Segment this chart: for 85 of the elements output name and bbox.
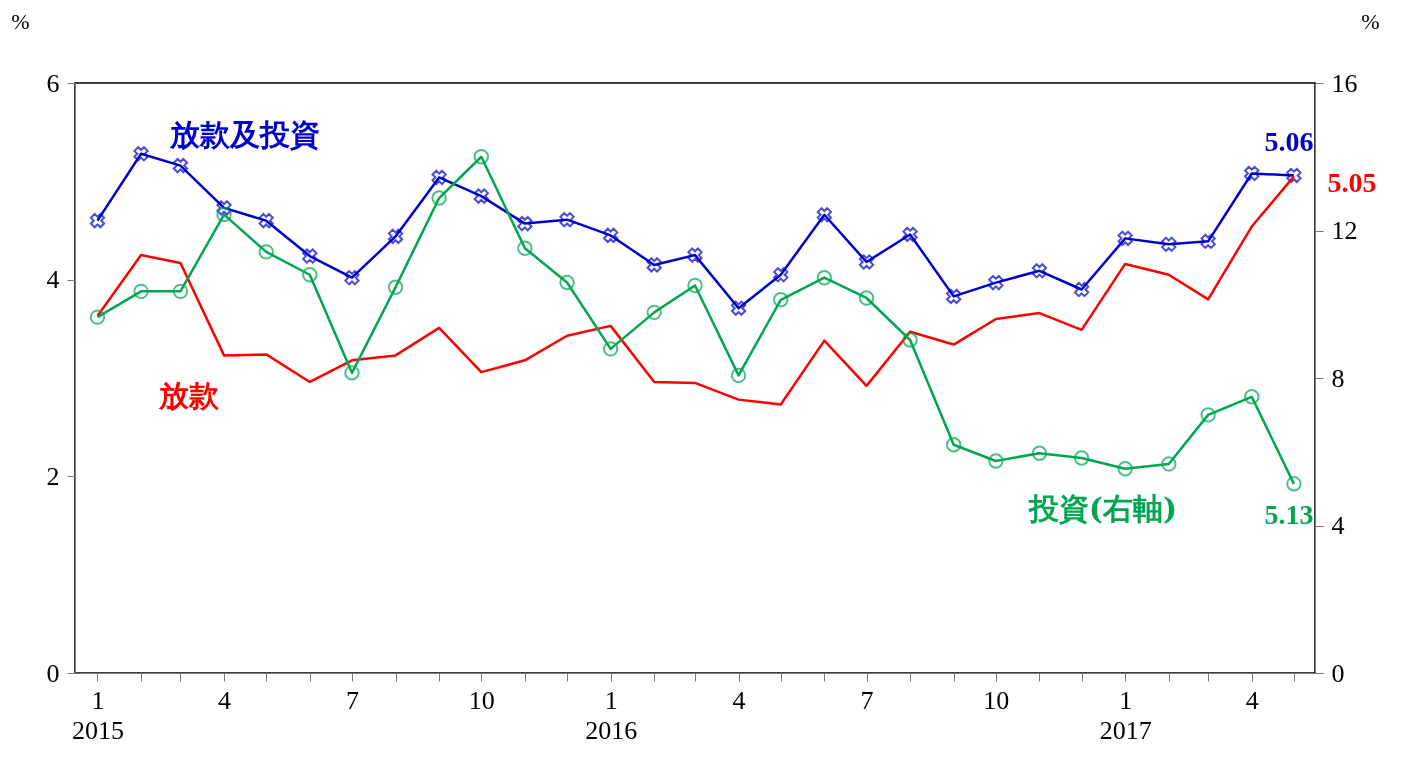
x-tick-label: 7 <box>860 685 874 715</box>
point <box>1244 389 1260 405</box>
point <box>773 292 789 308</box>
point <box>816 207 832 223</box>
point <box>473 149 490 165</box>
x-tick-label: 4 <box>732 685 746 715</box>
point <box>517 240 533 256</box>
point <box>730 300 747 316</box>
y2-tick-label: 8 <box>1331 363 1345 393</box>
point <box>1161 236 1177 252</box>
point <box>1117 461 1133 477</box>
point <box>1286 167 1302 184</box>
point <box>89 309 106 325</box>
x-tick-label: 4 <box>1245 685 1259 715</box>
point <box>687 247 703 263</box>
point <box>133 283 149 300</box>
point <box>902 226 918 243</box>
x-tick-label: 1 2017 <box>1099 685 1152 745</box>
y-tick-label: 0 <box>46 658 60 688</box>
point <box>172 157 189 174</box>
point <box>133 146 149 162</box>
point <box>646 304 662 321</box>
point <box>216 206 232 223</box>
point <box>302 248 318 264</box>
point <box>387 228 404 245</box>
x-tick-label: 10 <box>983 685 1010 715</box>
point <box>344 270 360 286</box>
point <box>858 254 875 270</box>
x-tick-label: 1 2015 <box>71 685 124 745</box>
point <box>559 212 575 228</box>
y2-tick-label: 16 <box>1331 68 1358 98</box>
series-label: 放款 <box>158 378 220 413</box>
point <box>602 341 619 357</box>
point <box>858 290 875 306</box>
point <box>1244 165 1260 182</box>
point <box>258 244 274 260</box>
point <box>302 267 318 283</box>
x-tick-label: 7 <box>345 685 359 715</box>
point <box>1031 445 1048 461</box>
y-tick-label: 2 <box>46 461 60 491</box>
point <box>988 274 1004 291</box>
point <box>387 279 404 295</box>
point <box>902 332 918 348</box>
point <box>945 437 962 453</box>
point <box>1031 263 1048 279</box>
data-label: 5.06 <box>1264 126 1314 158</box>
data-label: 5.13 <box>1264 498 1314 530</box>
point <box>687 277 703 294</box>
point <box>1073 281 1090 298</box>
y-tick-label: 4 <box>46 265 60 295</box>
point <box>1161 456 1177 472</box>
point <box>517 215 533 232</box>
point <box>1200 407 1216 423</box>
point <box>646 257 662 273</box>
y2-axis-title: % <box>1361 8 1380 34</box>
point <box>344 365 360 381</box>
point <box>258 213 274 229</box>
y2-tick-label: 4 <box>1331 511 1345 540</box>
point <box>773 267 789 283</box>
point <box>473 188 489 204</box>
data-label: 5.05 <box>1327 167 1377 199</box>
y-axis-title: % <box>11 8 30 34</box>
point <box>603 227 619 244</box>
x-tick-label: 1 2016 <box>585 685 638 745</box>
point <box>946 288 962 305</box>
point <box>1286 476 1302 492</box>
point <box>816 270 833 286</box>
point <box>1073 450 1090 466</box>
y2-tick-label: 0 <box>1331 658 1345 688</box>
series-label: 放款及投資 <box>169 117 320 152</box>
x-tick-label: 4 <box>218 685 232 715</box>
y2-tick-label: 12 <box>1331 216 1358 245</box>
series-label: 投資(右軸) <box>1027 491 1178 526</box>
point <box>1200 233 1216 249</box>
point <box>988 453 1004 469</box>
point <box>431 169 447 186</box>
point <box>730 367 747 384</box>
x-tick-label: 10 <box>468 685 495 715</box>
point <box>172 283 189 300</box>
point <box>559 274 575 291</box>
point <box>431 190 447 206</box>
y-tick-label: 6 <box>46 68 60 98</box>
point <box>89 213 106 229</box>
point <box>1117 230 1133 247</box>
point <box>216 200 232 216</box>
